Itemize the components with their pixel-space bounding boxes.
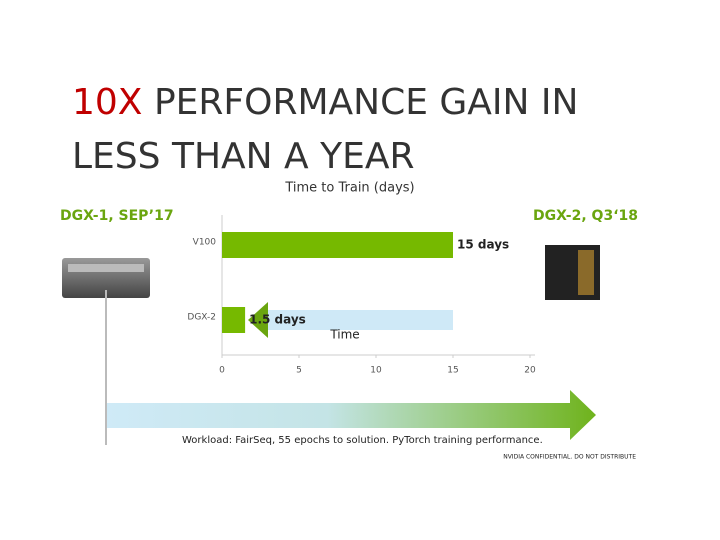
value-label: 15 days [457, 238, 509, 252]
bar [222, 307, 246, 333]
title-line: PERFORMANCE GAIN IN [154, 82, 579, 123]
title-line: LESS THAN A YEAR [72, 136, 414, 177]
y-tick-label: DGX-2 [187, 313, 216, 323]
y-tick-label: V100 [193, 238, 217, 248]
timeline-arrow [107, 390, 596, 440]
time-arrow [262, 310, 453, 330]
time-arrowhead [248, 302, 268, 338]
slide-title: 10X PERFORMANCE GAIN IN [72, 82, 578, 123]
right-label: DGX-2, Q3‘18 [533, 208, 638, 224]
x-tick-label: 0 [219, 366, 225, 376]
chart-title: Time to Train (days) [284, 181, 414, 196]
x-tick-label: 15 [447, 366, 458, 376]
x-tick-label: 20 [524, 366, 536, 376]
bar [222, 232, 453, 258]
confidential-note: NVIDIA CONFIDENTIAL. DO NOT DISTRIBUTE [503, 454, 636, 461]
value-label: 1.5 days [249, 313, 306, 327]
left-label: DGX-1, SEP’17 [60, 208, 174, 224]
x-tick-label: 10 [370, 366, 382, 376]
arrow-label: Time [329, 328, 359, 342]
server-detail [578, 250, 594, 295]
x-tick-label: 5 [296, 366, 302, 376]
footnote: Workload: FairSeq, 55 epochs to solution… [182, 435, 543, 446]
server-detail [68, 264, 144, 272]
title-accent: 10X [72, 82, 142, 123]
